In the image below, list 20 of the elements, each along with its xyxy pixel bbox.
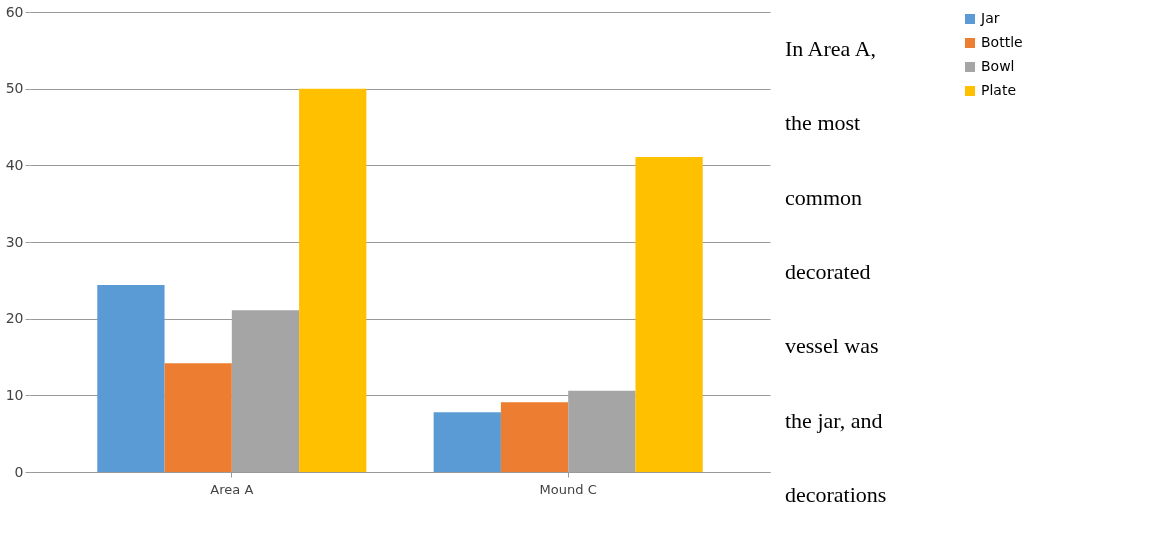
bar (97, 284, 165, 472)
x-tick-label: Area A (210, 481, 254, 497)
bar (299, 88, 367, 472)
y-tick-label: 10 (5, 386, 24, 403)
legend-label: Bowl (981, 58, 1015, 74)
y-tick-label: 0 (14, 463, 24, 480)
bar (164, 363, 232, 472)
y-tick-label: 40 (5, 156, 24, 173)
legend-label: Plate (981, 82, 1017, 98)
x-tick-label: Mound C (539, 481, 597, 497)
bar (433, 412, 501, 472)
y-tick-label: 20 (5, 310, 24, 327)
bar (500, 402, 569, 472)
legend-label: Jar (980, 10, 1000, 26)
y-tick-label: 50 (5, 80, 24, 97)
y-tick-label: 60 (5, 3, 24, 20)
bar (635, 156, 703, 472)
legend-label: Bottle (981, 34, 1023, 50)
text: In Area A, the most common decorated vessel was the jar, and decorations (785, 36, 887, 507)
y-tick-label: 30 (5, 233, 24, 250)
